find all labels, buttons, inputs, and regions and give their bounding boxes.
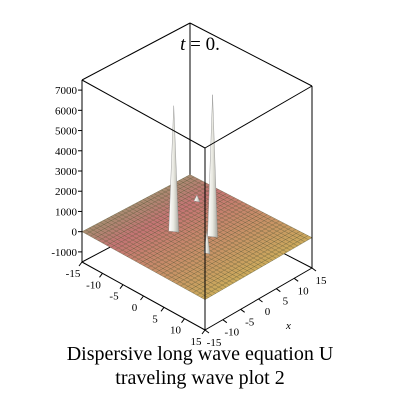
y-axis-tick — [78, 261, 83, 267]
z-tick-label: 4000 — [55, 146, 78, 158]
chart-title: t = 0. — [180, 34, 220, 55]
z-tick-label: 7000 — [55, 85, 78, 97]
z-tick-label: 0 — [72, 227, 78, 239]
box-top-edge — [204, 85, 313, 149]
surface-mesh-line — [92, 225, 216, 294]
x-tick-label: 10 — [298, 285, 310, 297]
title-variable: t — [180, 34, 186, 55]
y-axis-tick — [160, 307, 165, 312]
surface — [81, 174, 313, 300]
box-top-edge — [81, 79, 206, 149]
surface-mesh-line — [96, 223, 220, 292]
y-axis-tick — [201, 329, 206, 335]
surface-mesh-line — [94, 180, 203, 239]
z-tick-label: 3000 — [55, 166, 78, 178]
x-axis: 15 10 50 -5 -10-15 x — [204, 267, 328, 349]
box-top-edge — [189, 22, 313, 87]
x-tick-label: 5 — [283, 296, 289, 308]
x-tick-label: 15 — [316, 275, 328, 287]
y-tick-label: 15 — [191, 336, 203, 348]
x-axis-tick — [204, 329, 210, 334]
y-axis-tick — [181, 318, 185, 323]
z-tick-label: 2000 — [55, 186, 78, 198]
z-tick-label: -1000 — [51, 247, 77, 259]
y-axis: 15 10 5 0 -5 -10 -15 — [66, 261, 206, 348]
surface-mesh-line — [102, 185, 211, 244]
surface-plane — [82, 174, 312, 300]
surface-mesh-line — [98, 182, 207, 241]
surface-mesh-line — [81, 231, 206, 300]
y-tick-label: 10 — [170, 325, 182, 337]
x-axis-label: x — [285, 320, 291, 332]
y-axis-tick — [140, 295, 144, 301]
spike-1 — [207, 94, 218, 238]
x-tick-label: -10 — [224, 327, 239, 339]
surface-mesh-line — [85, 229, 209, 298]
y-tick-label: 0 — [132, 302, 138, 314]
z-tick-label: 1000 — [55, 206, 78, 218]
box-top-edge — [81, 22, 191, 81]
z-axis: -1000 0 1000 2000 3000 4000 5000 6000 7000 — [51, 85, 82, 259]
x-axis-tick — [276, 288, 281, 293]
surface-mesh-line — [90, 178, 199, 237]
y-axis-tick — [99, 273, 103, 278]
y-tick-label: -5 — [109, 291, 119, 303]
spike-2 — [168, 105, 179, 233]
y-tick-label: -10 — [86, 279, 101, 291]
caption-line-1: Dispersive long wave equation U — [66, 343, 334, 365]
x-tick-label: 0 — [265, 306, 271, 318]
y-axis-tick — [119, 284, 124, 289]
x-tick-label: -15 — [207, 337, 222, 349]
spikes — [168, 94, 218, 255]
x-axis-tick — [240, 308, 245, 313]
x-axis-tick — [293, 277, 299, 282]
surface-mesh-line — [89, 227, 213, 296]
x-tick-label: -5 — [245, 316, 255, 328]
figure-caption: Dispersive long wave equation U travelin… — [0, 342, 400, 390]
title-value: = 0. — [185, 34, 219, 55]
x-axis-tick — [311, 267, 317, 272]
z-tick-label: 5000 — [55, 126, 78, 138]
caption-line-2: traveling wave plot 2 — [115, 367, 285, 389]
spike-4 — [193, 194, 201, 203]
x-axis-tick — [222, 319, 228, 324]
z-tick-label: 6000 — [55, 105, 78, 117]
y-tick-label: 5 — [152, 313, 158, 325]
x-axis-tick — [258, 298, 263, 303]
y-tick-label: -15 — [66, 268, 81, 280]
svg-text:t = 0.: t = 0. — [180, 34, 220, 55]
